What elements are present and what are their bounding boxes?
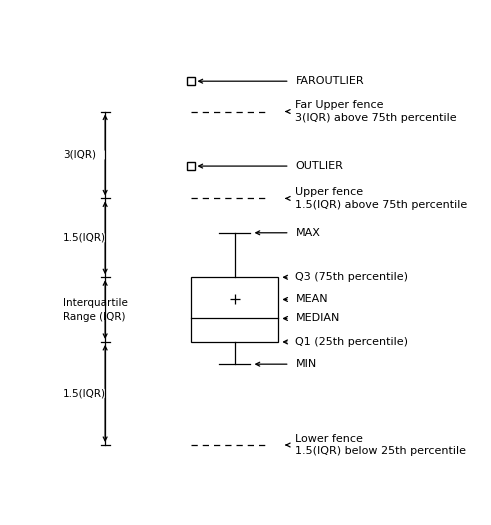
Text: Lower fence: Lower fence bbox=[296, 434, 363, 444]
Text: 1.5(IQR): 1.5(IQR) bbox=[63, 388, 106, 398]
Text: Far Upper fence: Far Upper fence bbox=[296, 100, 384, 110]
Text: MEAN: MEAN bbox=[296, 295, 328, 304]
Text: FAROUTLIER: FAROUTLIER bbox=[296, 76, 364, 86]
Text: Range (IQR): Range (IQR) bbox=[63, 312, 126, 322]
Text: MAX: MAX bbox=[296, 228, 320, 238]
Text: OUTLIER: OUTLIER bbox=[296, 161, 343, 171]
Text: 1.5(IQR) below 25th percentile: 1.5(IQR) below 25th percentile bbox=[296, 446, 466, 456]
Text: MEDIAN: MEDIAN bbox=[296, 313, 340, 323]
Text: Q1 (25th percentile): Q1 (25th percentile) bbox=[296, 337, 409, 347]
Text: 1.5(IQR): 1.5(IQR) bbox=[63, 233, 106, 243]
Text: Upper fence: Upper fence bbox=[296, 187, 363, 197]
Text: Q3 (75th percentile): Q3 (75th percentile) bbox=[296, 272, 409, 282]
Text: 3(IQR) above 75th percentile: 3(IQR) above 75th percentile bbox=[296, 113, 457, 123]
Text: Interquartile: Interquartile bbox=[63, 298, 128, 308]
Text: MIN: MIN bbox=[296, 359, 317, 369]
Text: 3(IQR): 3(IQR) bbox=[63, 150, 96, 160]
Text: 1.5(IQR) above 75th percentile: 1.5(IQR) above 75th percentile bbox=[296, 200, 467, 209]
Bar bbox=[191, 277, 278, 342]
